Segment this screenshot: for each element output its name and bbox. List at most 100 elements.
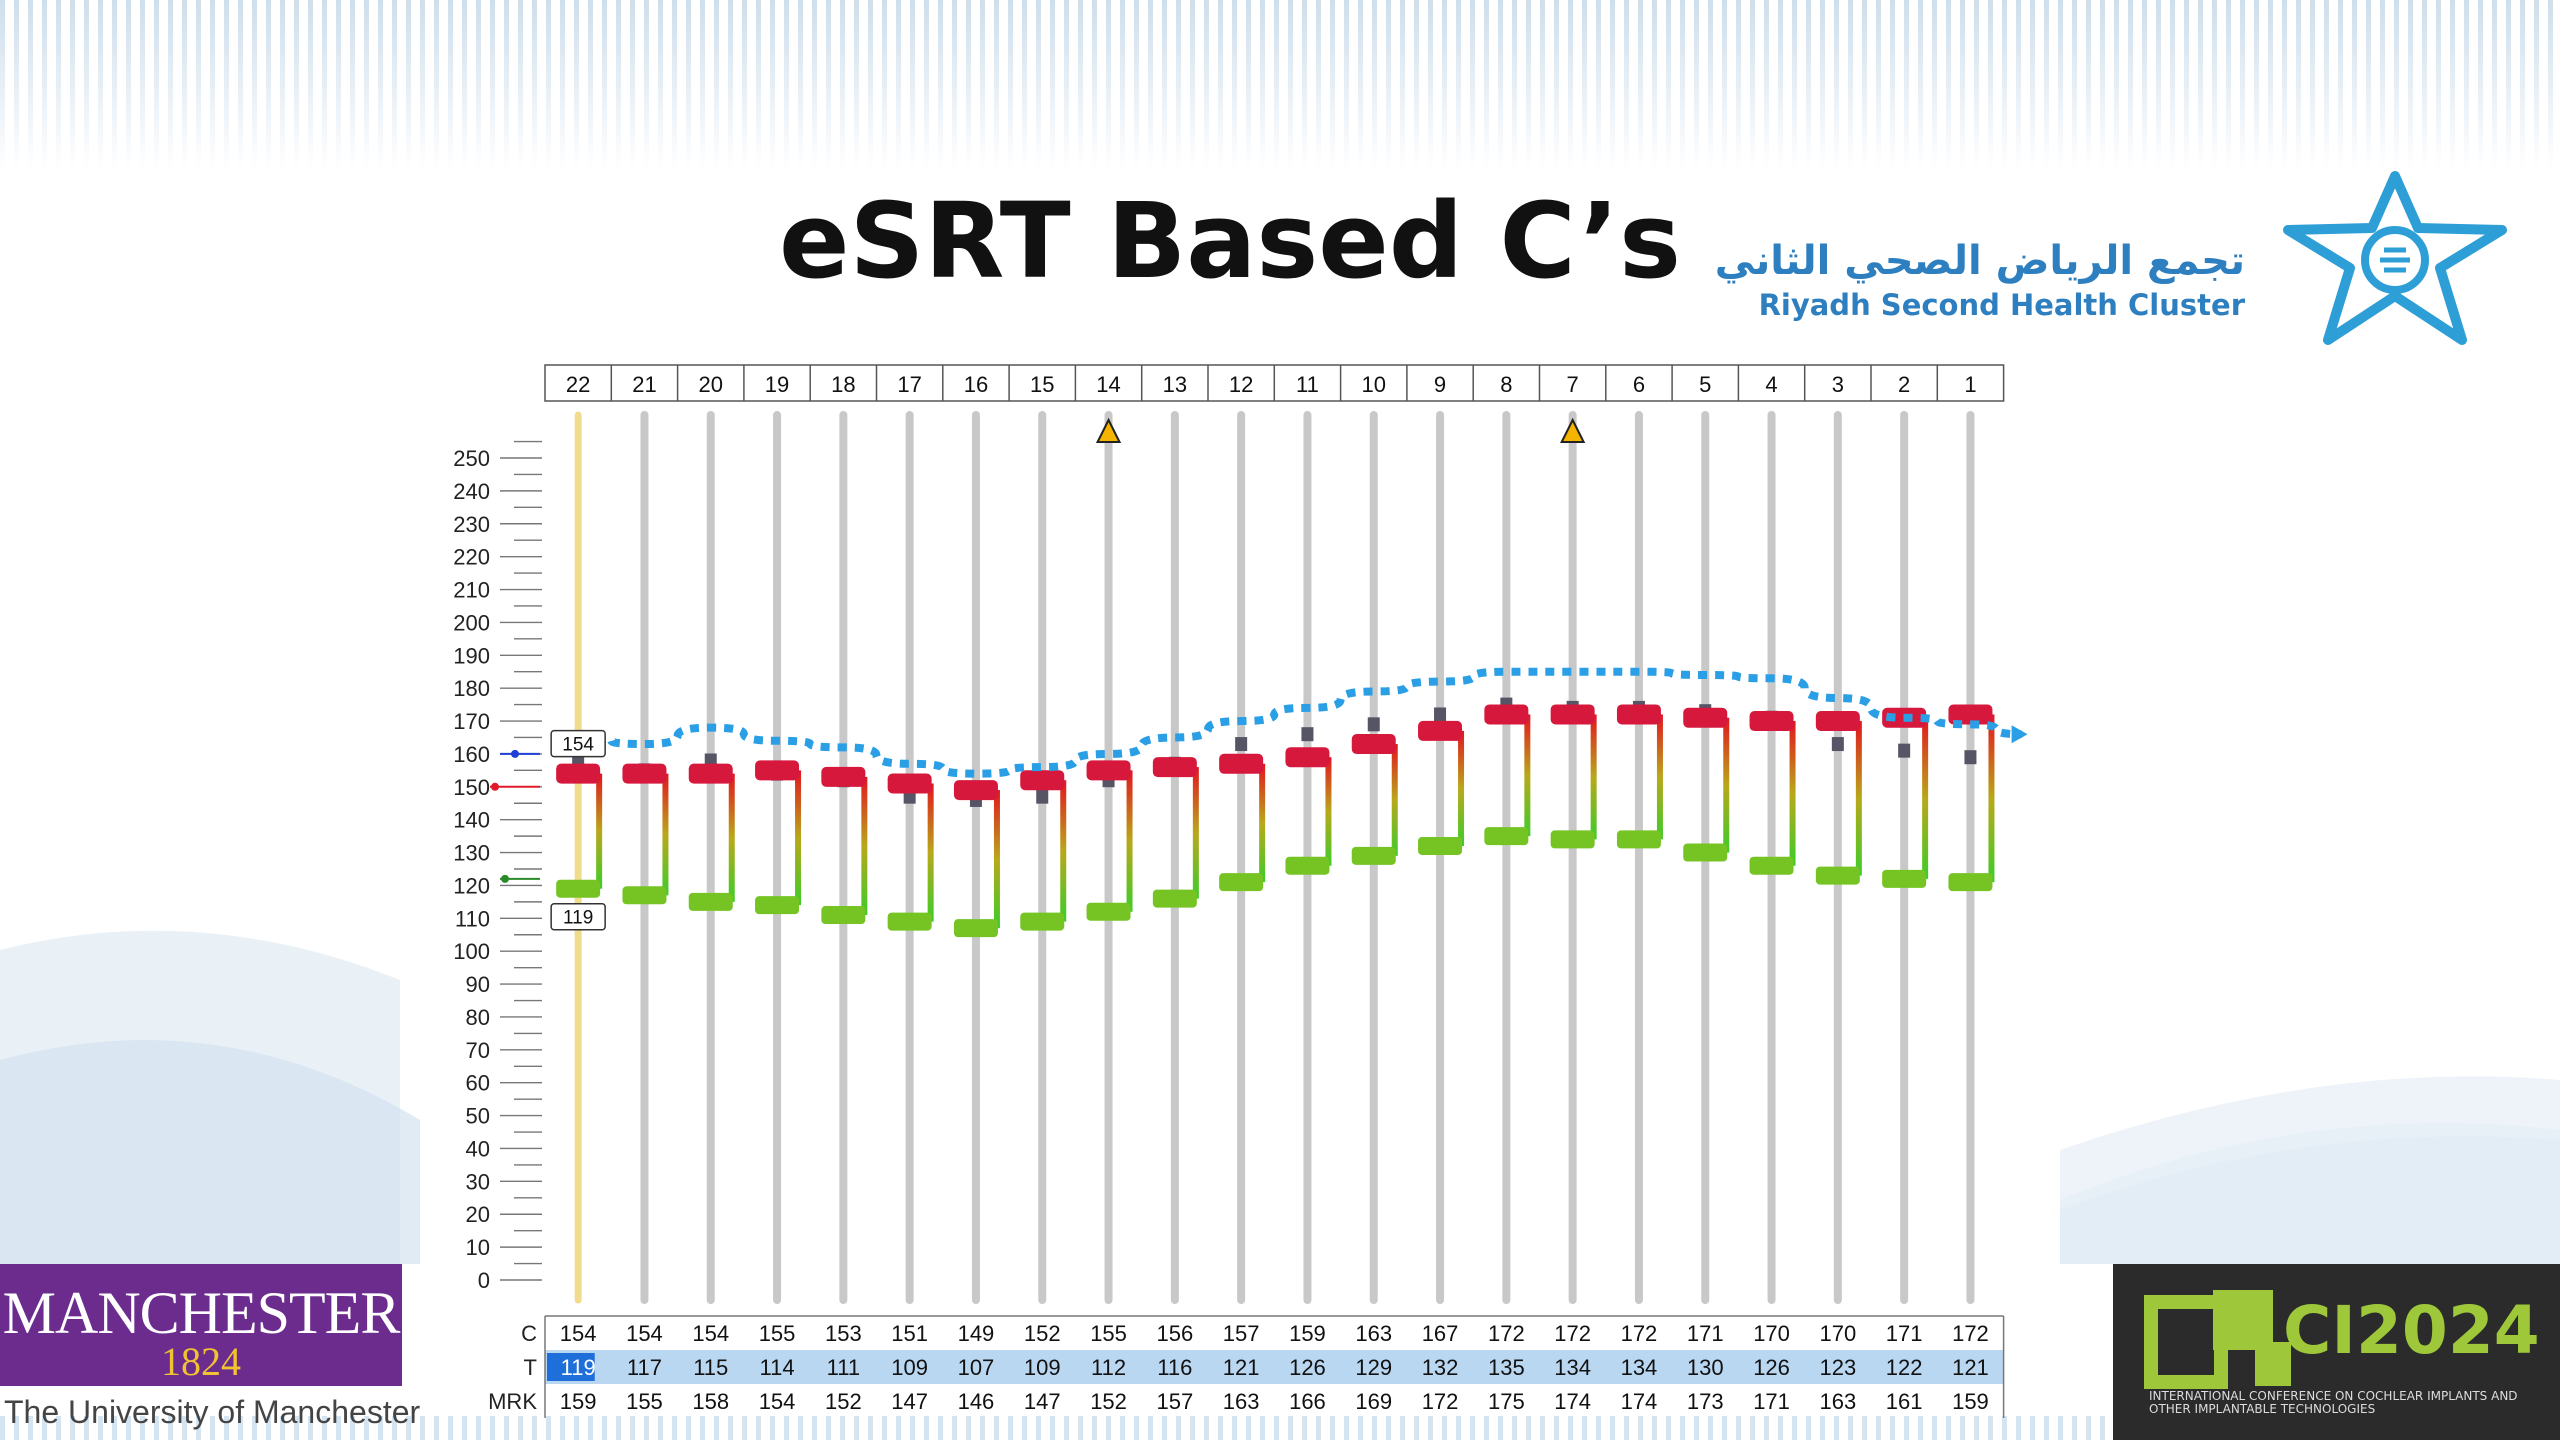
mrk-value-cell[interactable]: 157 [1156,1389,1193,1414]
c-value-cell[interactable]: 152 [1024,1321,1061,1346]
c-value-cell[interactable]: 155 [1090,1321,1127,1346]
t-value-cell[interactable]: 109 [891,1355,928,1380]
t-value-cell[interactable]: 111 [827,1355,860,1380]
c-value-cell[interactable]: 172 [1488,1321,1525,1346]
electrode-number-14[interactable]: 14 [1096,372,1120,397]
t-value-cell[interactable]: 126 [1289,1355,1326,1380]
c-value-cell[interactable]: 170 [1753,1321,1790,1346]
c-value-cell[interactable]: 155 [759,1321,796,1346]
electrode-number-9[interactable]: 9 [1434,372,1446,397]
c-marker-20[interactable] [688,763,733,784]
c-marker-8[interactable] [1484,704,1529,725]
t-value-cell[interactable]: 134 [1621,1355,1658,1380]
c-value-cell[interactable]: 154 [692,1321,729,1346]
t-value-cell[interactable]: 132 [1422,1355,1459,1380]
c-value-cell[interactable]: 171 [1886,1321,1923,1346]
t-marker-10[interactable] [1351,846,1396,865]
t-value-cell[interactable]: 115 [693,1355,728,1380]
c-marker-12[interactable] [1219,753,1264,774]
c-value-cell[interactable]: 172 [1621,1321,1658,1346]
electrode-number-8[interactable]: 8 [1500,372,1512,397]
mrk-value-cell[interactable]: 155 [626,1389,663,1414]
c-marker-7[interactable] [1550,704,1595,725]
t-marker-16[interactable] [953,919,998,938]
t-marker-20[interactable] [688,892,733,911]
t-value-cell[interactable]: 107 [958,1355,995,1380]
mrk-value-cell[interactable]: 174 [1621,1389,1658,1414]
t-value-cell[interactable]: 122 [1886,1355,1923,1380]
electrode-number-2[interactable]: 2 [1898,372,1910,397]
electrode-number-18[interactable]: 18 [831,372,855,397]
t-marker-8[interactable] [1484,827,1529,846]
c-value-cell[interactable]: 172 [1554,1321,1591,1346]
mrk-value-cell[interactable]: 163 [1819,1389,1856,1414]
t-marker-14[interactable] [1086,902,1131,921]
t-value-cell[interactable]: 123 [1819,1355,1856,1380]
t-marker-7[interactable] [1550,830,1595,849]
mrk-value-cell[interactable]: 169 [1355,1389,1392,1414]
mrk-value-cell[interactable]: 166 [1289,1389,1326,1414]
c-marker-6[interactable] [1616,704,1661,725]
c-marker-13[interactable] [1152,757,1197,778]
t-value-cell[interactable]: 130 [1687,1355,1724,1380]
mrk-value-cell[interactable]: 147 [891,1389,928,1414]
c-value-cell[interactable]: 157 [1223,1321,1260,1346]
t-value-cell[interactable]: 116 [1157,1355,1192,1380]
electrode-number-4[interactable]: 4 [1765,372,1777,397]
electrode-number-17[interactable]: 17 [897,372,921,397]
c-marker-1[interactable] [1948,704,1993,725]
c-marker-3[interactable] [1815,711,1860,732]
mrk-value-cell[interactable]: 175 [1488,1389,1525,1414]
c-marker-18[interactable] [821,766,866,787]
t-value-cell[interactable]: 121 [1223,1355,1260,1380]
t-marker-19[interactable] [755,896,800,915]
c-value-cell[interactable]: 154 [560,1321,597,1346]
c-value-cell[interactable]: 156 [1156,1321,1193,1346]
mrk-value-cell[interactable]: 152 [825,1389,862,1414]
c-marker-16[interactable] [953,780,998,801]
t-marker-17[interactable] [887,912,932,931]
mrk-value-cell[interactable]: 146 [958,1389,995,1414]
t-marker-21[interactable] [622,886,667,905]
t-value-cell[interactable]: 119 [561,1355,596,1380]
mrk-value-cell[interactable]: 159 [1952,1389,1989,1414]
electrode-number-6[interactable]: 6 [1633,372,1645,397]
c-marker-4[interactable] [1749,711,1794,732]
electrode-number-10[interactable]: 10 [1362,372,1386,397]
c-value-cell[interactable]: 151 [891,1321,928,1346]
c-marker-10[interactable] [1351,734,1396,755]
mrk-value-cell[interactable]: 158 [692,1389,729,1414]
electrode-number-5[interactable]: 5 [1699,372,1711,397]
t-value-cell[interactable]: 114 [760,1355,795,1380]
electrode-number-1[interactable]: 1 [1964,372,1976,397]
electrode-number-7[interactable]: 7 [1567,372,1579,397]
c-value-cell[interactable]: 163 [1355,1321,1392,1346]
mrk-value-cell[interactable]: 172 [1422,1389,1459,1414]
t-marker-15[interactable] [1020,912,1065,931]
c-value-cell[interactable]: 172 [1952,1321,1989,1346]
c-marker-15[interactable] [1020,770,1065,791]
mrk-value-cell[interactable]: 173 [1687,1389,1724,1414]
t-value-cell[interactable]: 129 [1355,1355,1392,1380]
electrode-number-16[interactable]: 16 [964,372,988,397]
c-value-cell[interactable]: 159 [1289,1321,1326,1346]
c-marker-11[interactable] [1285,747,1330,768]
t-value-cell[interactable]: 135 [1488,1355,1525,1380]
electrode-number-22[interactable]: 22 [566,372,590,397]
c-value-cell[interactable]: 154 [626,1321,663,1346]
t-marker-3[interactable] [1815,866,1860,885]
c-marker-14[interactable] [1086,760,1131,781]
t-marker-13[interactable] [1152,889,1197,908]
electrode-number-21[interactable]: 21 [632,372,656,397]
t-marker-22[interactable] [556,879,601,898]
t-marker-1[interactable] [1948,873,1993,892]
c-marker-21[interactable] [622,763,667,784]
t-value-cell[interactable]: 126 [1753,1355,1790,1380]
mrk-value-cell[interactable]: 163 [1223,1389,1260,1414]
t-marker-9[interactable] [1418,836,1463,855]
c-marker-19[interactable] [755,760,800,781]
c-marker-9[interactable] [1418,720,1463,741]
c-marker-22[interactable] [556,763,601,784]
c-value-cell[interactable]: 167 [1422,1321,1459,1346]
